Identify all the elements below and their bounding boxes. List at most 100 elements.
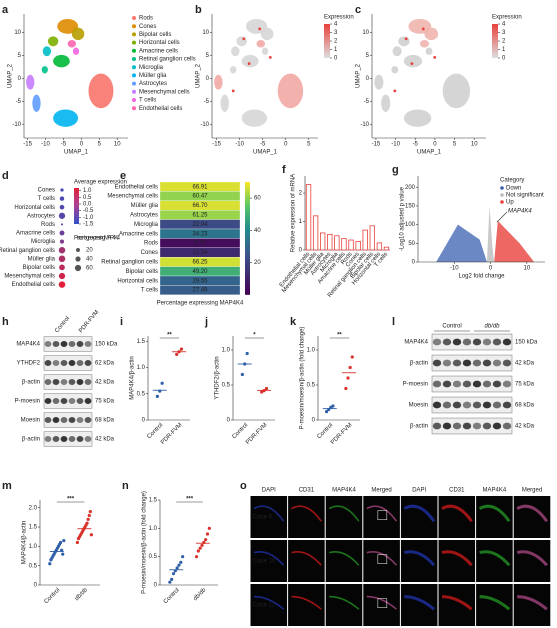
size-label: 68 kDa	[515, 403, 535, 409]
legend-title: Average expression	[74, 180, 127, 186]
band	[452, 380, 462, 388]
band	[432, 338, 442, 346]
legend-tick-label: 40	[86, 257, 93, 263]
band	[76, 378, 84, 386]
column-header: MAP4K4	[332, 488, 356, 494]
color-bar	[492, 24, 498, 58]
micrograph	[400, 584, 438, 626]
bar	[383, 246, 390, 251]
panel-letter: k	[290, 316, 297, 328]
legend-swatch	[132, 81, 136, 86]
panel-letter: n	[122, 480, 129, 492]
data-point	[160, 381, 164, 385]
band	[60, 378, 68, 386]
blot-strip	[431, 333, 513, 351]
x-tick-label: -5	[260, 142, 266, 148]
legend-tick-label: 0.0	[83, 202, 92, 208]
heat-cell	[159, 285, 241, 295]
legend-label: Up	[506, 200, 514, 206]
y-tick-label: -10	[12, 122, 21, 128]
vessel-signal	[479, 595, 511, 611]
cell-cluster	[256, 40, 266, 48]
x-tick-label: 5	[98, 142, 102, 148]
significance: *	[253, 333, 256, 339]
data-point	[344, 386, 348, 391]
x-tick-label: 0	[489, 266, 493, 272]
data-point	[171, 572, 176, 576]
y-tick-label: 0	[206, 76, 210, 82]
panel-letter: e	[120, 170, 126, 182]
y-tick-label: 1.0	[307, 348, 316, 354]
micrograph	[363, 584, 400, 626]
cell-cluster	[403, 109, 432, 127]
data-point	[331, 404, 335, 408]
vessel-signal	[291, 505, 322, 522]
cell-cluster	[424, 27, 439, 41]
expression-spot	[247, 62, 251, 65]
data-point	[89, 533, 93, 537]
cell-cluster	[241, 109, 268, 127]
band	[442, 380, 452, 388]
legend-label: Cones	[139, 24, 156, 30]
row-label: Case 11	[253, 603, 276, 609]
row-label: Case 9	[253, 515, 273, 521]
y-axis-label: P-moesin/moesin/β-actin (fold change)	[300, 327, 306, 430]
micrograph	[476, 584, 513, 626]
x-tick-label: Control	[163, 587, 181, 605]
data-point	[85, 521, 89, 525]
vessel-signal	[517, 595, 548, 611]
cell-cluster	[261, 47, 269, 55]
panel-letter: d	[2, 170, 9, 182]
blot-strip	[43, 393, 93, 409]
band	[432, 401, 442, 409]
y-axis-label: UMAP_2	[196, 63, 202, 88]
size-label: 42 kDa	[95, 437, 115, 443]
band	[442, 422, 452, 430]
category-label: Microglia	[31, 239, 56, 245]
cell-cluster	[67, 40, 76, 48]
band	[44, 435, 52, 443]
band	[462, 401, 472, 409]
band	[492, 380, 502, 388]
data-point	[346, 376, 350, 380]
bar	[327, 233, 333, 251]
legend-swatch	[132, 16, 136, 20]
legend-tick-label: -1.0	[83, 215, 94, 221]
legend-tick-label: 60	[86, 266, 93, 272]
panel-letter: o	[240, 480, 247, 492]
protein-label: β-actin	[410, 361, 428, 367]
micrograph	[288, 540, 325, 582]
legend-swatch	[132, 98, 136, 102]
band	[472, 422, 482, 430]
size-label: 42 kDa	[515, 424, 535, 430]
band	[492, 359, 502, 367]
legend-tick-label: 3	[502, 30, 506, 36]
band	[44, 359, 52, 367]
legend-tick-label: 1	[502, 47, 506, 53]
y-tick-label: 1.0	[29, 544, 38, 550]
x-tick-label: -15	[23, 142, 32, 148]
x-axis-label: UMAP_1	[417, 150, 442, 156]
y-tick-label: 0	[366, 76, 370, 82]
legend-swatch	[132, 32, 136, 37]
bar	[312, 215, 319, 251]
vessel-signal	[516, 504, 549, 523]
expression-spot	[421, 27, 425, 31]
legend-tick-label: 1.0	[83, 188, 92, 194]
dot	[58, 212, 66, 219]
dot	[58, 272, 66, 280]
vessel-signal	[366, 551, 398, 566]
data-point	[175, 566, 179, 570]
y-tick-label: 2.0	[29, 505, 38, 511]
legend-title: Category	[500, 178, 524, 184]
legend-swatch	[500, 186, 504, 190]
cell-cluster	[26, 74, 35, 90]
row-label: Retinal ganglion cells	[101, 259, 158, 265]
data-point	[198, 546, 202, 550]
y-tick-label: -10	[360, 122, 369, 128]
x-axis-label: UMAP_1	[253, 150, 278, 156]
category-label: Astrocytes	[27, 213, 55, 219]
vessel-signal	[253, 595, 285, 610]
cell-cluster	[42, 46, 52, 57]
